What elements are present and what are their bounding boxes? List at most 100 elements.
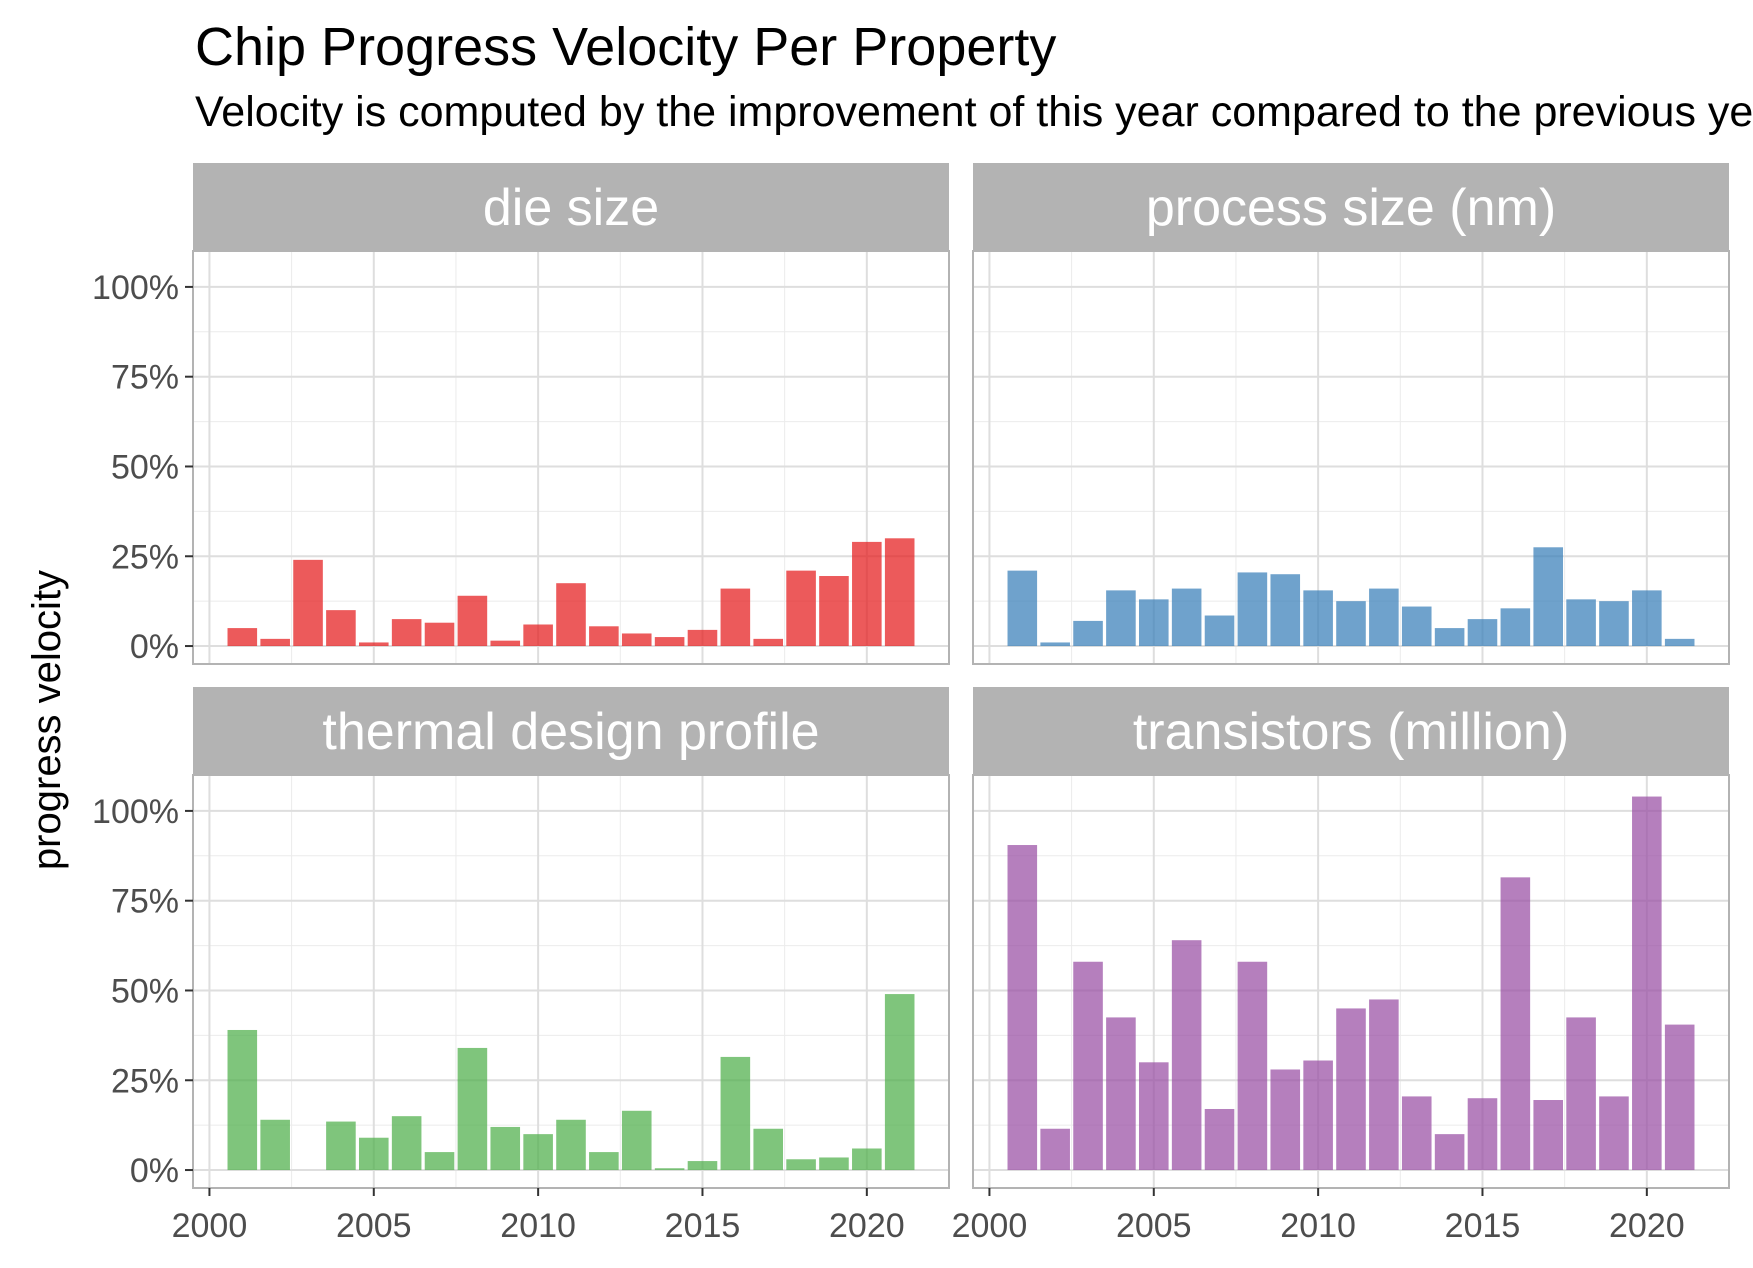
bar-die-size-2020: [852, 541, 882, 647]
y-tick-label: 0%: [130, 1152, 179, 1190]
strip-thermal-design-profile: [193, 687, 949, 775]
bar-die-size-2012: [589, 626, 619, 647]
y-tick-label: 0%: [130, 628, 179, 666]
bar-process-size-nm-2008: [1237, 572, 1268, 647]
bar-transistors-million-2011: [1336, 1008, 1366, 1171]
panel-border-die-size: [192, 250, 950, 665]
bar-die-size-2010: [523, 624, 553, 647]
bar-process-size-nm-2011: [1336, 601, 1366, 647]
panel-border-transistors-million: [972, 774, 1730, 1189]
bar-transistors-million-2021: [1664, 1024, 1695, 1171]
bar-die-size-2006: [391, 619, 422, 647]
bar-process-size-nm-2001: [1007, 570, 1038, 647]
bar-process-size-nm-2015: [1467, 619, 1498, 647]
bar-die-size-2005: [358, 642, 389, 647]
bar-transistors-million-2012: [1369, 999, 1399, 1171]
chart-subtitle: Velocity is computed by the improvement …: [195, 88, 1753, 136]
bar-thermal-design-profile-2006: [391, 1116, 422, 1171]
x-tick-label: 2000: [172, 1207, 248, 1245]
bar-thermal-design-profile-2001: [227, 1029, 258, 1171]
y-tick-label: 50%: [111, 972, 179, 1010]
bar-die-size-2011: [556, 583, 586, 647]
bar-transistors-million-2015: [1467, 1098, 1498, 1171]
bar-die-size-2008: [457, 595, 488, 647]
strip-label-thermal-design-profile: thermal design profile: [322, 703, 819, 761]
bar-transistors-million-2019: [1599, 1096, 1629, 1171]
strip-label-transistors-million: transistors (million): [1133, 703, 1569, 761]
bar-thermal-design-profile-2005: [358, 1137, 389, 1171]
bar-die-size-2013: [621, 633, 652, 647]
y-tick-label: 50%: [111, 448, 179, 486]
bar-thermal-design-profile-2016: [720, 1056, 751, 1171]
panel-border-process-size-nm: [972, 250, 1730, 665]
y-tick-label: 100%: [92, 793, 179, 831]
bar-die-size-2015: [687, 629, 718, 647]
x-tick-label: 2020: [829, 1207, 905, 1245]
bar-process-size-nm-2017: [1533, 547, 1564, 647]
bar-thermal-design-profile-2014: [654, 1168, 685, 1171]
bar-process-size-nm-2020: [1632, 590, 1662, 647]
bar-process-size-nm-2014: [1434, 628, 1465, 647]
bar-thermal-design-profile-2009: [490, 1126, 521, 1171]
bar-transistors-million-2008: [1237, 961, 1268, 1171]
bar-die-size-2003: [293, 559, 323, 647]
bar-process-size-nm-2003: [1073, 620, 1103, 647]
x-tick-label: 2005: [1116, 1207, 1192, 1245]
bar-die-size-2016: [720, 588, 751, 647]
bar-transistors-million-2020: [1632, 796, 1662, 1171]
bar-process-size-nm-2021: [1664, 638, 1695, 647]
y-axis-title: progress velocity: [25, 570, 69, 870]
bar-transistors-million-2016: [1500, 877, 1531, 1171]
x-tick-label: 2000: [952, 1207, 1028, 1245]
bar-die-size-2009: [490, 640, 521, 647]
y-tick-label: 25%: [111, 538, 179, 576]
x-tick-label: 2020: [1609, 1207, 1685, 1245]
bar-die-size-2007: [424, 622, 455, 647]
bar-transistors-million-2005: [1138, 1062, 1169, 1171]
y-tick-label: 75%: [111, 883, 179, 921]
bar-process-size-nm-2013: [1401, 606, 1432, 647]
bar-thermal-design-profile-2004: [326, 1121, 356, 1171]
bar-process-size-nm-2016: [1500, 608, 1531, 647]
bar-thermal-design-profile-2021: [884, 994, 915, 1171]
bar-die-size-2004: [326, 610, 356, 647]
bar-transistors-million-2001: [1007, 845, 1038, 1171]
bar-thermal-design-profile-2019: [819, 1157, 849, 1171]
bar-thermal-design-profile-2012: [589, 1152, 619, 1171]
strip-transistors-million: [973, 687, 1729, 775]
bar-transistors-million-2013: [1401, 1096, 1432, 1171]
bar-transistors-million-2009: [1270, 1069, 1301, 1171]
bar-transistors-million-2018: [1566, 1017, 1596, 1171]
bar-die-size-2014: [654, 637, 685, 647]
bar-thermal-design-profile-2010: [523, 1134, 553, 1171]
x-tick-label: 2010: [500, 1207, 576, 1245]
x-tick-label: 2005: [336, 1207, 412, 1245]
strip-die-size: [193, 163, 949, 251]
bar-transistors-million-2010: [1303, 1060, 1333, 1171]
y-tick-label: 25%: [111, 1062, 179, 1100]
bar-die-size-2021: [884, 538, 915, 647]
bar-thermal-design-profile-2011: [556, 1119, 586, 1171]
bar-transistors-million-2006: [1171, 940, 1202, 1171]
bar-thermal-design-profile-2013: [621, 1110, 652, 1171]
x-tick-label: 2010: [1280, 1207, 1356, 1245]
bar-die-size-2002: [260, 638, 290, 647]
bar-transistors-million-2003: [1073, 961, 1103, 1171]
strip-label-process-size-nm: process size (nm): [1146, 179, 1556, 237]
strip-process-size-nm: [973, 163, 1729, 251]
bar-process-size-nm-2006: [1171, 588, 1202, 647]
bar-process-size-nm-2002: [1040, 642, 1070, 647]
bar-process-size-nm-2010: [1303, 590, 1333, 647]
panel-border-thermal-design-profile: [192, 774, 950, 1189]
panel-bg-process-size-nm: [973, 251, 1729, 664]
bar-die-size-2001: [227, 628, 258, 647]
bar-die-size-2017: [753, 638, 784, 647]
bar-thermal-design-profile-2008: [457, 1047, 488, 1171]
strip-label-die-size: die size: [483, 179, 659, 237]
bar-process-size-nm-2007: [1204, 615, 1235, 647]
x-tick-label: 2015: [665, 1207, 741, 1245]
bar-transistors-million-2017: [1533, 1100, 1564, 1171]
chart-title: Chip Progress Velocity Per Property: [195, 17, 1057, 77]
bar-thermal-design-profile-2002: [260, 1119, 290, 1171]
